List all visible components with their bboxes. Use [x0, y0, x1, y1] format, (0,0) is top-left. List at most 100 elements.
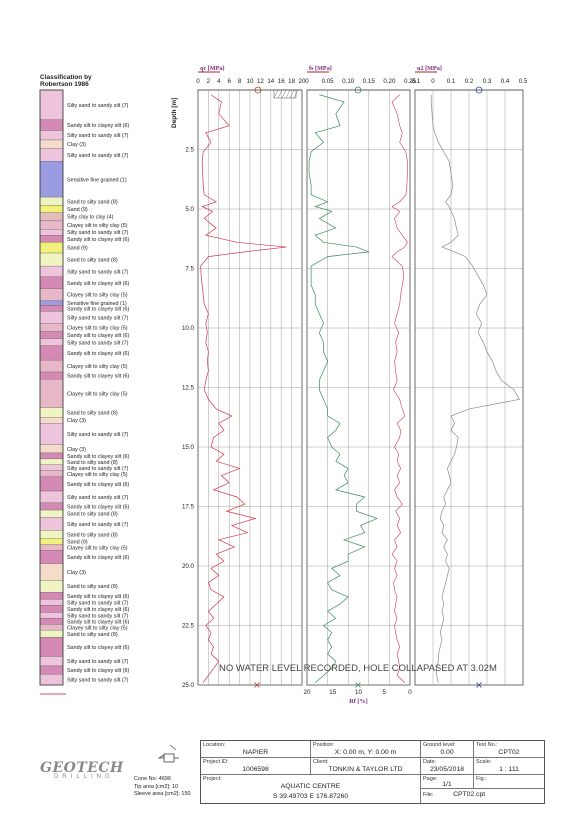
soil-layer-label-30: Clay (3)	[67, 447, 86, 453]
soil-layer-28	[39, 417, 64, 424]
soil-layer-label-45: Sand to silty sand (8)	[67, 584, 118, 590]
fs-tick-label-4: 0.20	[383, 78, 396, 85]
fs-top-marker	[354, 86, 362, 94]
tip-area: Tip area [cm2]: 10	[134, 783, 179, 790]
soil-layer-label-32: Sand to silty sand (8)	[67, 460, 118, 466]
soil-layer-31	[39, 452, 64, 460]
cpt-chart: Silty sand to sandy silt (7)Sandy silt t…	[39, 65, 528, 705]
soil-layer-label-43: Sandy silt to clayey silt (6)	[67, 555, 130, 561]
soil-layer-9	[39, 220, 64, 230]
soil-layer-18	[39, 305, 64, 312]
qc-tick-label-0: 0	[196, 78, 200, 85]
soil-layer-label-33: Silty sand to sandy silt (7)	[67, 466, 129, 472]
u2-bottom-marker	[476, 682, 482, 688]
project-cell: Project: AQUATIC CENTRE S 39.49703 E 176…	[201, 775, 421, 803]
soil-layer-50	[39, 618, 64, 625]
soil-layer-53	[39, 637, 64, 657]
soil-layer-36	[39, 490, 64, 504]
position-value: X: 0.00 m, Y: 0.00 m	[334, 749, 397, 756]
soil-layer-38	[39, 509, 64, 518]
depth-tick-label-2: 7.5	[185, 266, 194, 273]
soil-layer-11	[39, 235, 64, 243]
depth-tick-label-8: 22.5	[182, 623, 195, 630]
qc-hatch-line-3	[285, 89, 291, 99]
fs-tick-label-5: 0.25	[404, 78, 417, 85]
client-label: Client:	[313, 759, 329, 765]
fig-cell: Fig.:	[474, 775, 544, 789]
soil-layer-label-20: Clayey silt to silty clay (5)	[67, 325, 128, 331]
project-id-label: Project ID:	[203, 759, 229, 765]
soil-layer-label-4: Silty sand to sandy silt (7)	[67, 153, 129, 159]
soil-layer-label-21: Sandy silt to clayey silt (6)	[67, 333, 130, 339]
soil-layer-label-18: Sandy silt to clayey silt (6)	[67, 306, 130, 312]
rf-tick-label-1: 15	[329, 689, 336, 696]
soil-layer-19	[39, 311, 64, 324]
depth-tick-label-5: 15.0	[182, 444, 195, 451]
fs-bottom-marker	[355, 682, 361, 688]
qc-tick-label-6: 12	[257, 78, 264, 85]
soil-layer-10	[39, 229, 64, 236]
soil-layer-label-44: Clay (3)	[67, 570, 86, 576]
soil-layer-37	[39, 502, 64, 511]
soil-layer-54	[39, 656, 64, 667]
soil-layer-label-47: Silty sand to sandy silt (7)	[67, 600, 129, 606]
test-no-label: Test No.:	[476, 742, 498, 748]
soil-layer-21	[39, 331, 64, 339]
soil-layer-42	[39, 544, 64, 551]
soil-layer-label-17: Sensitive fine grained (1)	[67, 301, 127, 307]
file-label: File:	[423, 792, 434, 798]
soil-layer-32	[39, 458, 64, 465]
soil-layer-52	[39, 630, 64, 638]
depth-axis-label: Depth [m]	[171, 98, 178, 128]
project-id-cell: Project ID: 1006598	[201, 758, 311, 775]
soil-layer-16	[39, 288, 64, 301]
soil-layer-label-9: Clayey silt to silty clay (5)	[67, 223, 128, 229]
soil-layer-label-22: Silty sand to sandy silt (7)	[67, 340, 129, 346]
rf-series-line	[391, 94, 408, 683]
ground-level-value: 0.00	[440, 749, 454, 756]
soil-layer-label-52: Sand to silty sand (8)	[67, 632, 118, 638]
soil-layer-39	[39, 517, 64, 531]
soil-layer-label-36: Silty sand to sandy silt (7)	[67, 495, 129, 501]
qc-tick-label-7: 14	[267, 78, 274, 85]
cone-info: Cone No: 4696 Tip area [cm2]: 10 Sleeve …	[134, 776, 191, 799]
soil-layer-0	[39, 89, 64, 120]
soil-layer-label-11: Sandy silt to clayey silt (6)	[67, 237, 130, 243]
soil-layer-8	[39, 212, 64, 222]
u2-tick-label-0: -0.1	[410, 78, 421, 85]
qc-tick-label-1: 2	[207, 78, 211, 85]
soil-layer-label-37: Sandy silt to clayey silt (6)	[67, 505, 130, 511]
fs-series-line	[308, 94, 379, 683]
soil-layer-label-38: Sand to silty sand (8)	[67, 512, 118, 518]
soil-layer-label-19: Silty sand to sandy silt (7)	[67, 315, 129, 321]
soil-layer-23	[39, 345, 64, 361]
page-cell: Page: 1/1	[421, 775, 474, 789]
soil-layer-13	[39, 252, 64, 267]
u2-tick-label-2: 0.1	[447, 78, 456, 85]
fs-tick-label-1: 0.05	[322, 78, 335, 85]
title-block: Location: NAPIER Position: X: 0.00 m, Y:…	[200, 740, 545, 804]
soil-layer-label-34: Clayey silt to silty clay (5)	[67, 472, 128, 478]
soil-layer-label-24: Clayey silt to silty clay (5)	[67, 364, 128, 370]
soil-layer-5	[39, 161, 64, 198]
soil-layer-label-6: Sand to silty sand (8)	[67, 199, 118, 205]
soil-layer-label-50: Sandy silt to clayey silt (6)	[67, 619, 130, 625]
depth-tick-label-7: 20.0	[182, 563, 195, 570]
client-value: TONKIN & TAYLOR LTD	[328, 766, 403, 773]
classification-title-line-1: Classification by	[40, 74, 92, 81]
soil-layer-label-15: Sandy silt to clayey silt (6)	[67, 281, 130, 287]
soil-layer-label-5: Sensitive fine grained (1)	[67, 177, 127, 183]
soil-layer-34	[39, 470, 64, 477]
soil-layer-label-1: Sandy silt to clayey silt (6)	[67, 123, 130, 129]
soil-layer-label-55: Sandy silt to clayey silt (6)	[67, 668, 130, 674]
soil-layer-label-23: Sandy silt to clayey silt (6)	[67, 351, 130, 357]
qc-tick-label-2: 4	[217, 78, 221, 85]
file-value: CPT02.cpt	[453, 791, 486, 798]
rf-tick-label-3: 5	[383, 689, 387, 696]
page-label: Page:	[423, 776, 438, 782]
soil-layer-1	[39, 119, 64, 131]
soil-layer-51	[39, 624, 64, 631]
fs-tick-label-3: 0.15	[363, 78, 376, 85]
soil-layer-44	[39, 563, 64, 581]
